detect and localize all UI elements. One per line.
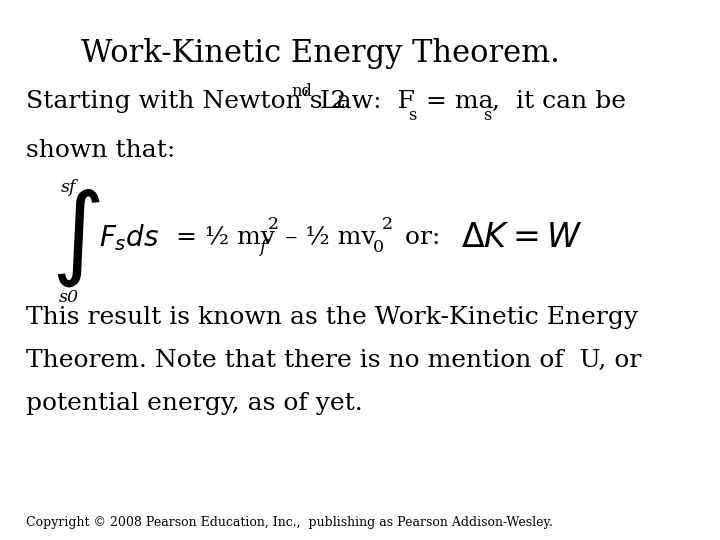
Text: Copyright © 2008 Pearson Education, Inc.,  publishing as Pearson Addison-Wesley.: Copyright © 2008 Pearson Education, Inc.… [26, 516, 552, 529]
Text: = ma: = ma [418, 90, 494, 113]
Text: f: f [259, 239, 266, 256]
Text: or:: or: [390, 226, 441, 249]
Text: shown that:: shown that: [26, 139, 175, 161]
Text: $\Delta K = W$: $\Delta K = W$ [461, 221, 582, 254]
Text: sf: sf [60, 179, 76, 195]
Text: nd: nd [292, 83, 312, 100]
Text: 0: 0 [373, 239, 384, 256]
Text: = ½ mv: = ½ mv [176, 226, 275, 249]
Text: This result is known as the Work-Kinetic Energy: This result is known as the Work-Kinetic… [26, 306, 638, 329]
Text: $F_s ds$: $F_s ds$ [99, 222, 160, 253]
Text: 2: 2 [382, 215, 392, 233]
Text: $\int$: $\int$ [51, 186, 101, 289]
Text: potential energy, as of yet.: potential energy, as of yet. [26, 393, 362, 415]
Text: s: s [408, 107, 417, 124]
Text: Starting with Newton’s 2: Starting with Newton’s 2 [26, 90, 346, 113]
Text: Law:  F: Law: F [312, 90, 415, 113]
Text: s: s [483, 107, 492, 124]
Text: – ½ mv: – ½ mv [276, 226, 375, 249]
Text: Work-Kinetic Energy Theorem.: Work-Kinetic Energy Theorem. [81, 38, 559, 69]
Text: ,  it can be: , it can be [492, 90, 626, 113]
Text: Theorem. Note that there is no mention of  U, or: Theorem. Note that there is no mention o… [26, 349, 641, 372]
Text: 2: 2 [268, 215, 279, 233]
Text: s0: s0 [59, 289, 79, 306]
